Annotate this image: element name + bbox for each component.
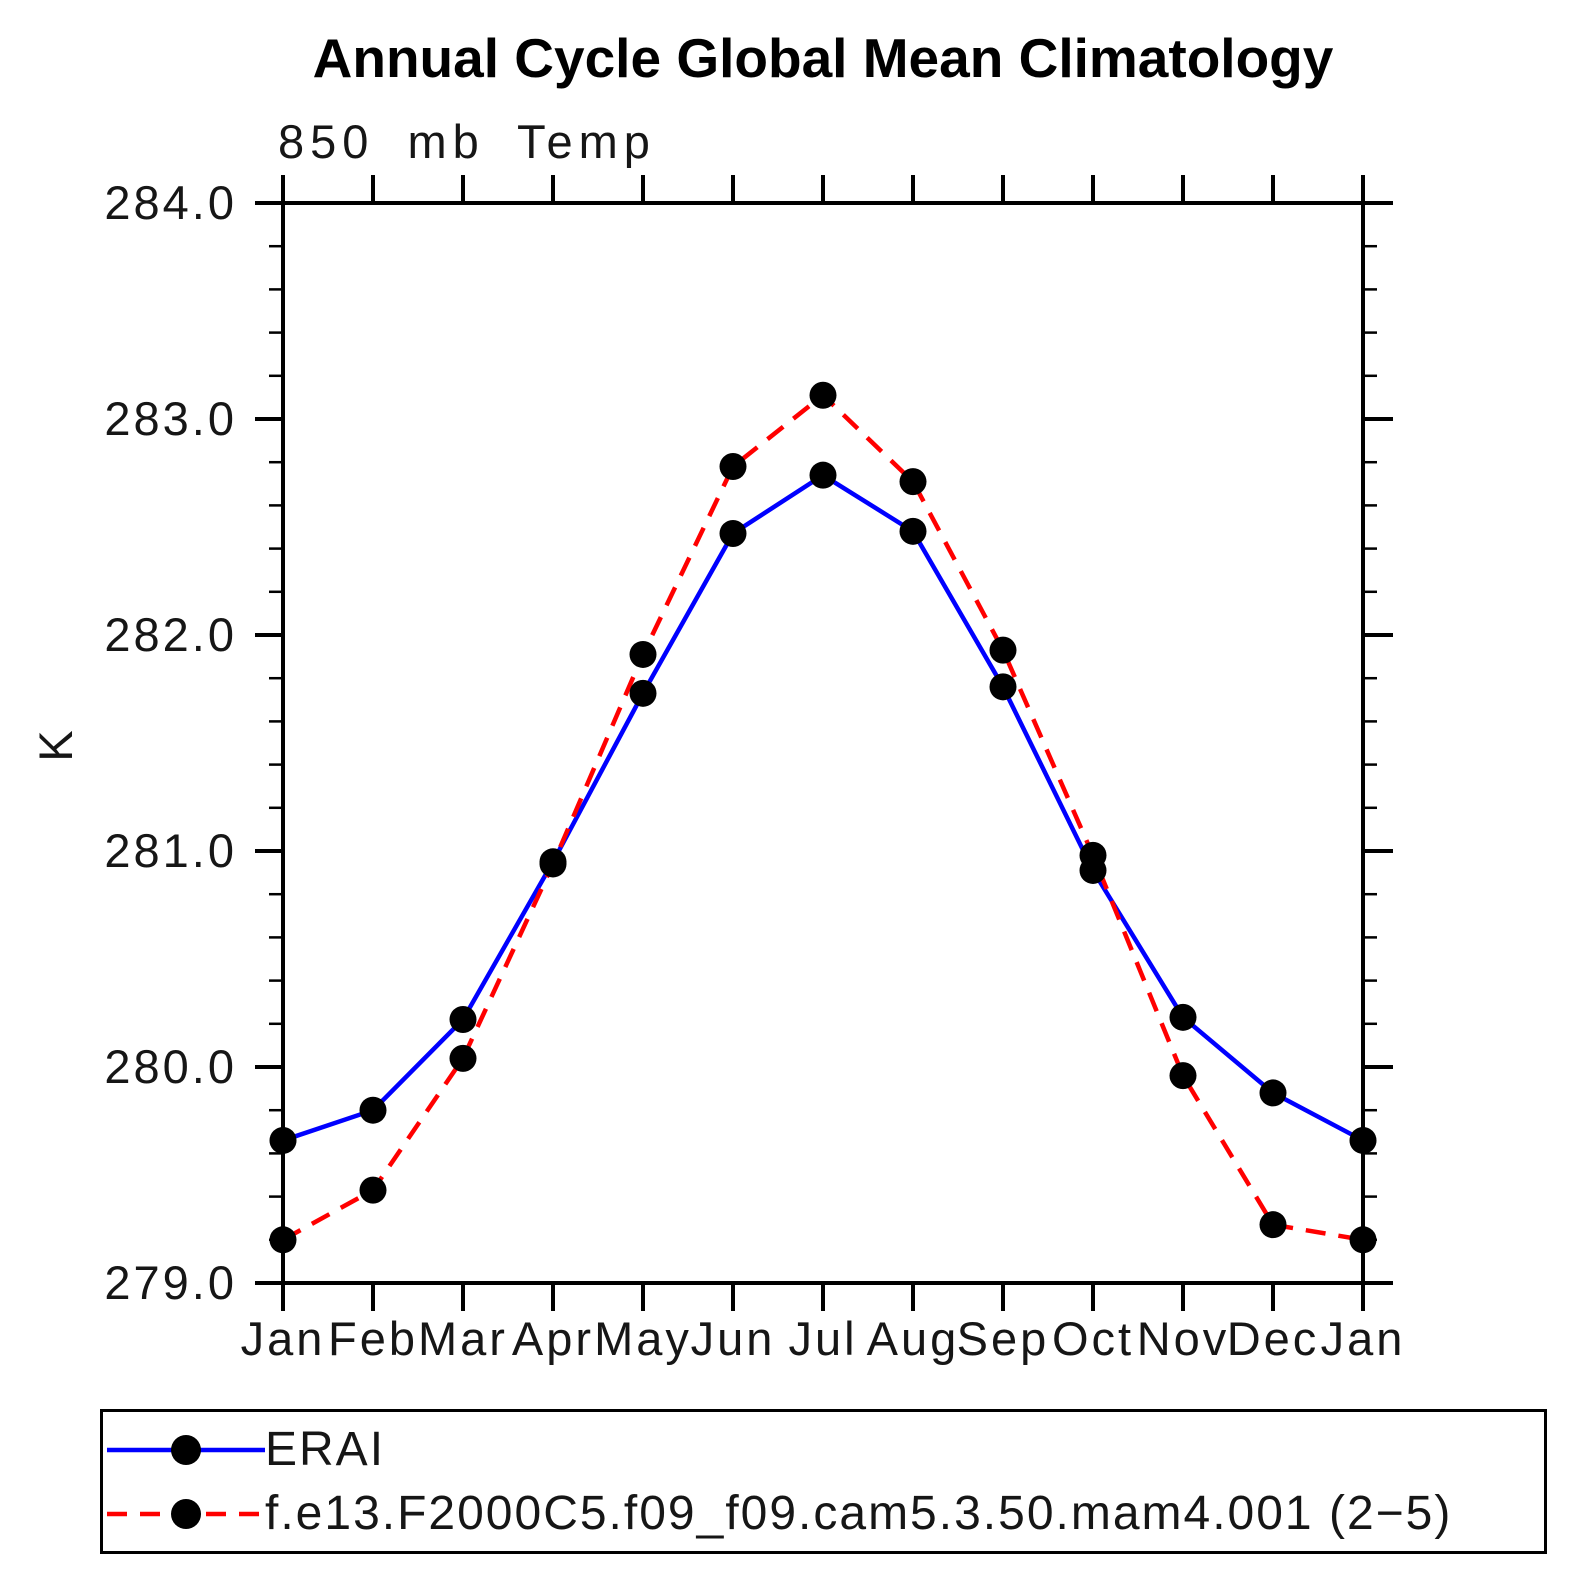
y-major-ticks [255,201,1393,1285]
data-point-marker [1169,1062,1197,1090]
data-point-marker [1259,1079,1287,1107]
data-point-marker [1349,1226,1377,1254]
series-markers [269,381,1377,1254]
x-tick-label: Feb [328,1312,418,1365]
data-point-marker [539,850,567,878]
data-point-marker [449,1044,477,1072]
data-point-marker [1169,1003,1197,1031]
x-tick-label: Aug [867,1312,960,1365]
legend-item: f.e13.F2000C5.f09_f09.cam5.3.50.mam4.001… [103,1482,1544,1546]
data-point-marker [899,517,927,545]
x-tick-label: Jan [1321,1312,1406,1365]
legend-label: f.e13.F2000C5.f09_f09.cam5.3.50.mam4.001… [265,1487,1453,1540]
data-point-marker [989,673,1017,701]
series-line [282,472,1365,1143]
legend-label: ERAI [265,1423,386,1476]
data-point-marker [359,1096,387,1124]
data-point-marker [989,636,1017,664]
x-tick-label: Jun [691,1312,776,1365]
y-tick-label: 282.0 [104,608,237,661]
plot-frame [281,201,1365,1285]
y-tick-labels: 279.0 280.0 281.0 282.0 283.0 284.0 [104,176,237,1309]
data-point-marker [269,1126,297,1154]
legend-swatch [107,1498,265,1529]
x-tick-label: Apr [512,1312,594,1365]
data-point-marker [269,1226,297,1254]
series-path [282,472,1365,1143]
y-tick-label: 283.0 [104,392,237,445]
x-tick-label: Oct [1052,1312,1134,1365]
series-path [281,392,1364,1243]
x-tick-label: Mar [418,1312,508,1365]
chart-title: Annual Cycle Global Mean Climatology [312,27,1334,89]
series-line [281,392,1364,1243]
data-point-marker [629,640,657,668]
y-tick-label: 279.0 [104,1256,237,1309]
x-tick-label: Dec [1227,1312,1320,1365]
data-point-marker [809,461,837,489]
y-tick-label: 280.0 [104,1040,237,1093]
chart-subtitle: 850 mb Temp [278,115,656,168]
data-point-marker [1349,1126,1377,1154]
y-tick-label: 281.0 [104,824,237,877]
data-point-marker [449,1005,477,1033]
data-point-marker [899,468,927,496]
x-tick-label: Nov [1137,1312,1230,1365]
x-tick-label: Sep [957,1312,1050,1365]
legend-marker-dot [171,1498,201,1529]
y-tick-label: 284.0 [104,176,237,229]
data-point-marker [719,519,747,547]
legend-marker-dot [171,1434,201,1465]
legend-swatch [107,1434,265,1465]
x-tick-label: Jul [788,1312,857,1365]
x-tick-label: May [594,1312,692,1365]
data-point-marker [809,381,837,409]
x-ticks [281,175,1365,1311]
data-point-marker [629,679,657,707]
data-point-marker [1259,1211,1287,1239]
legend: ERAI f.e13.F2000C5.f09_f09.cam5.3.50.mam4… [100,1409,1547,1554]
data-point-marker [359,1176,387,1204]
data-point-marker [719,453,747,481]
x-tick-label: Jan [241,1312,326,1365]
data-point-marker [1079,841,1107,869]
legend-item: ERAI [103,1418,1544,1482]
